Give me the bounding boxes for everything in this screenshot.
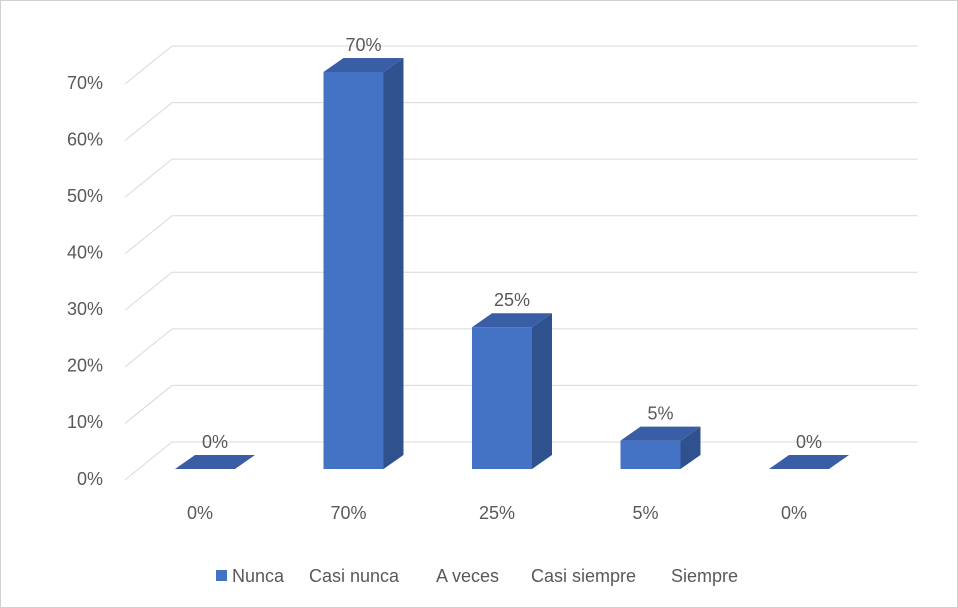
bar-side xyxy=(383,58,404,469)
grid-line xyxy=(124,328,918,368)
data-label: 25% xyxy=(494,290,530,310)
bar xyxy=(175,455,255,469)
data-label: 0% xyxy=(796,432,822,452)
y-tick-label: 40% xyxy=(67,242,103,262)
grid-line xyxy=(124,158,918,198)
bar-front xyxy=(472,327,532,469)
bar xyxy=(620,426,701,469)
x-tick-label: 5% xyxy=(632,503,658,523)
y-tick-label: 60% xyxy=(67,129,103,149)
grid-line xyxy=(124,45,918,85)
bar-front xyxy=(323,72,384,469)
legend-label: Nunca xyxy=(232,566,285,586)
bar-side xyxy=(680,426,701,469)
legend-marker xyxy=(216,570,227,581)
data-label: 0% xyxy=(202,432,228,452)
x-tick-label: 0% xyxy=(781,503,807,523)
bar-front xyxy=(620,440,681,469)
legend-label: Casi nunca xyxy=(309,566,400,586)
grid-line xyxy=(124,102,918,141)
y-tick-label: 30% xyxy=(67,299,103,319)
y-tick-label: 20% xyxy=(67,356,103,376)
bar xyxy=(472,313,552,469)
grid-line xyxy=(124,384,918,424)
bar xyxy=(323,58,404,469)
bar-side xyxy=(532,313,552,469)
grid-line xyxy=(124,271,918,311)
legend-label: Siempre xyxy=(671,566,738,586)
bar-top xyxy=(175,455,255,469)
bar-top xyxy=(472,313,552,328)
y-tick-label: 10% xyxy=(67,412,103,432)
x-tick-label: 70% xyxy=(330,503,366,523)
y-tick-label: 70% xyxy=(67,73,103,93)
bar xyxy=(769,455,849,469)
bar-top xyxy=(769,455,849,469)
data-label: 5% xyxy=(647,403,673,423)
x-tick-label: 25% xyxy=(479,503,515,523)
x-tick-label: 0% xyxy=(187,503,213,523)
y-tick-label: 50% xyxy=(67,186,103,206)
grid-line xyxy=(124,215,918,255)
bar-top xyxy=(323,58,404,72)
legend-label: A veces xyxy=(436,566,499,586)
y-tick-label: 0% xyxy=(77,469,103,489)
data-label: 70% xyxy=(345,35,381,55)
legend-label: Casi siempre xyxy=(531,566,636,586)
bar-top xyxy=(620,426,701,441)
